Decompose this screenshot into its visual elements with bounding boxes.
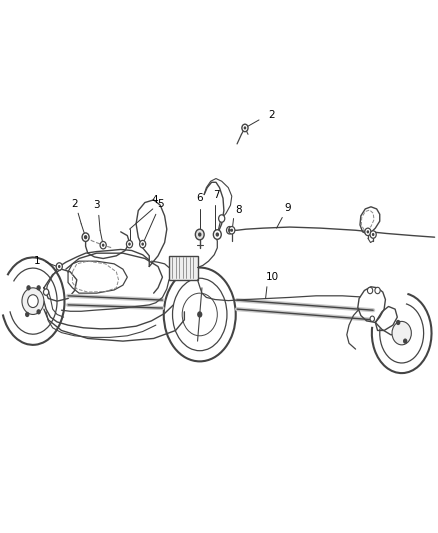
Circle shape [243, 126, 246, 130]
Circle shape [22, 288, 44, 314]
Circle shape [102, 244, 104, 247]
Text: 2: 2 [267, 110, 274, 119]
Circle shape [84, 235, 87, 239]
Text: 6: 6 [196, 193, 203, 203]
Circle shape [218, 215, 224, 222]
Text: 5: 5 [156, 199, 163, 208]
Circle shape [395, 320, 399, 325]
Circle shape [364, 228, 370, 236]
Circle shape [371, 233, 374, 236]
Circle shape [228, 227, 234, 234]
Circle shape [402, 338, 406, 344]
Circle shape [36, 285, 41, 290]
Circle shape [366, 230, 368, 233]
Circle shape [241, 124, 247, 132]
Circle shape [36, 309, 41, 314]
Circle shape [213, 230, 221, 239]
Circle shape [25, 312, 29, 317]
Circle shape [374, 287, 379, 294]
Circle shape [391, 321, 410, 345]
Circle shape [369, 316, 374, 321]
Text: 8: 8 [234, 205, 241, 215]
Text: 9: 9 [283, 203, 290, 213]
Circle shape [43, 289, 49, 295]
Circle shape [228, 229, 230, 232]
Text: 3: 3 [93, 200, 100, 210]
Circle shape [226, 227, 232, 234]
Circle shape [56, 263, 62, 270]
Circle shape [139, 240, 145, 248]
Circle shape [128, 243, 131, 246]
Circle shape [215, 232, 219, 237]
Circle shape [100, 241, 106, 249]
Circle shape [58, 265, 60, 268]
Circle shape [126, 240, 132, 248]
Circle shape [369, 231, 375, 238]
Circle shape [82, 233, 89, 241]
Circle shape [141, 243, 144, 246]
Bar [169, 256, 197, 280]
Text: 7: 7 [212, 190, 219, 199]
Circle shape [195, 229, 204, 240]
Text: 10: 10 [265, 272, 278, 282]
Text: 1: 1 [34, 256, 41, 266]
Circle shape [198, 232, 201, 237]
Text: 2: 2 [71, 199, 78, 208]
Circle shape [197, 311, 202, 318]
Circle shape [367, 287, 372, 294]
Circle shape [26, 285, 31, 290]
Circle shape [28, 295, 38, 308]
Text: 4: 4 [151, 195, 158, 205]
Circle shape [230, 229, 233, 232]
